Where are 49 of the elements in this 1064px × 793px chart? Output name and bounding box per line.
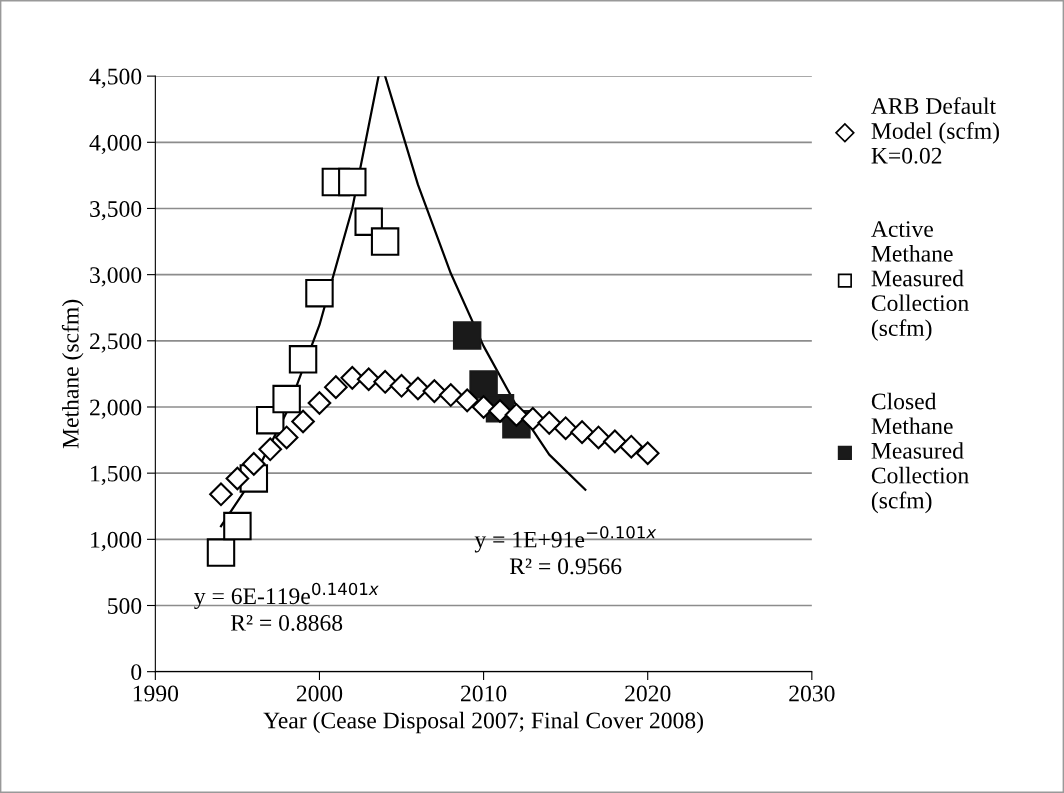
- y-tick-label: 2,500: [90, 333, 142, 353]
- x-tick-label: 1990: [133, 685, 179, 702]
- y-tick-label: 3,000: [90, 267, 142, 287]
- point: [241, 452, 266, 476]
- y-tick-label: 500: [108, 597, 142, 614]
- point: [305, 278, 334, 308]
- point: [206, 538, 236, 567]
- line-series: [384, 76, 587, 491]
- point: [291, 409, 315, 434]
- point: [324, 375, 348, 399]
- x-axis-title: Year (Cease Disposal 2007; Final Cover 2008): [263, 711, 703, 734]
- point: [272, 384, 301, 414]
- legend-label: ARB Default Model (scfm) K=0.02: [871, 97, 999, 164]
- point: [288, 345, 318, 374]
- y-tick-label: 2,000: [90, 399, 142, 419]
- annotation: y = 1E+91e$^{−0.101x}$ R² = 0.9566: [474, 526, 657, 575]
- point: [520, 407, 545, 431]
- x-tick-label: 2010: [461, 685, 507, 702]
- point: [438, 383, 463, 407]
- y-tick-label: 1,000: [91, 531, 142, 552]
- point: [570, 420, 594, 444]
- y-tick-label: 4,500: [89, 68, 142, 88]
- y-axis-title: Methane (scfm): [61, 299, 84, 449]
- legend-label: Closed Methane Measured Collection (scfm): [871, 392, 969, 514]
- point: [370, 227, 400, 256]
- point: [274, 425, 299, 450]
- point: [258, 437, 283, 462]
- point: [307, 391, 332, 415]
- point: [356, 367, 381, 392]
- point: [209, 482, 233, 507]
- point: [223, 511, 252, 541]
- point: [635, 441, 660, 466]
- x-tick-label: 2020: [625, 685, 671, 702]
- point: [422, 379, 447, 403]
- y-tick-label: 4,000: [89, 134, 142, 155]
- point: [452, 321, 482, 350]
- point: [225, 466, 250, 491]
- point: [537, 411, 562, 435]
- y-tick-label: 3,500: [90, 200, 142, 221]
- y-tick-label: 0: [131, 664, 142, 681]
- point: [455, 388, 480, 413]
- y-tick-label: 1,500: [91, 465, 142, 485]
- point: [603, 429, 627, 454]
- point: [373, 370, 397, 394]
- legend-label: Active Methane Measured Collection (scfm): [871, 221, 969, 341]
- point: [338, 167, 367, 197]
- x-tick-label: 2030: [789, 685, 835, 702]
- annotation: y = 6E-119e$^{0.1401x}$ R² = 0.8868: [194, 582, 379, 631]
- x-tick-label: 2000: [296, 685, 343, 702]
